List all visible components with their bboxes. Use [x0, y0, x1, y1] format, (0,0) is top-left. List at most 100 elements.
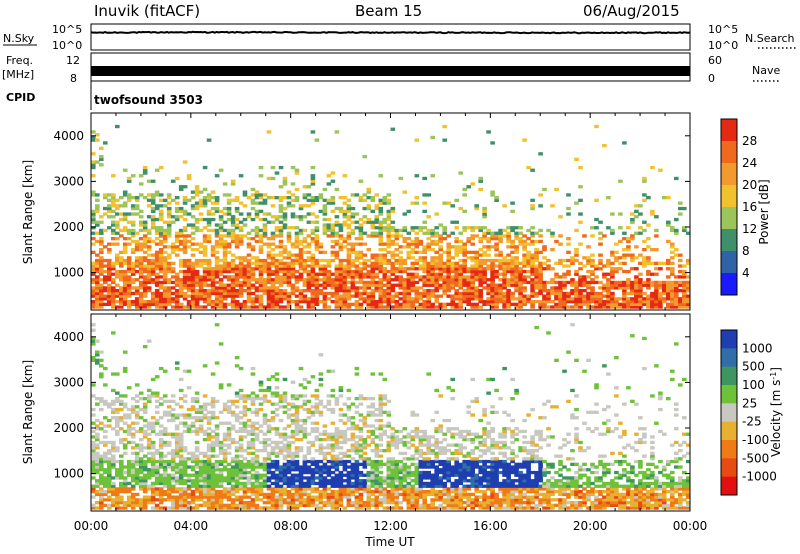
heatmap-cell [386, 250, 392, 254]
heatmap-cell [442, 201, 447, 205]
heatmap-cell [306, 220, 312, 224]
heatmap-cell [346, 248, 352, 252]
heatmap-cell [290, 291, 296, 296]
heatmap-cell [370, 256, 376, 260]
heatmap-cell [374, 261, 380, 265]
heatmap-cell [622, 283, 627, 287]
heatmap-cell [610, 305, 615, 309]
heatmap-cell [119, 481, 124, 486]
heatmap-cell [406, 267, 412, 271]
heatmap-cell [95, 223, 100, 227]
heatmap-cell [630, 297, 635, 301]
heatmap-cell [302, 394, 308, 398]
heatmap-cell [430, 278, 435, 282]
heatmap-cell [382, 289, 388, 293]
heatmap-cell [254, 435, 260, 439]
heatmap-cell [538, 152, 543, 156]
heatmap-cell [142, 424, 148, 428]
heatmap-cell [282, 457, 288, 461]
heatmap-cell [222, 242, 228, 246]
heatmap-cell [518, 269, 523, 274]
heatmap-cell [107, 242, 112, 246]
heatmap-cell [254, 495, 260, 499]
heatmap-cell [130, 248, 136, 252]
heatmap-cell [162, 429, 168, 434]
heatmap-cell [474, 286, 479, 290]
heatmap-cell [310, 413, 316, 417]
heatmap-cell [91, 465, 96, 469]
heatmap-cell [486, 300, 491, 304]
heatmap-cell [122, 416, 128, 420]
heatmap-cell [514, 256, 519, 260]
heatmap-cell [206, 228, 212, 233]
heatmap-cell [274, 462, 280, 466]
heatmap-cell [374, 231, 380, 235]
heatmap-cell [478, 226, 483, 230]
heatmap-cell [115, 124, 120, 129]
heatmap-cell [107, 479, 112, 483]
heatmap-cell [202, 429, 208, 434]
heatmap-cell [406, 280, 412, 285]
heatmap-cell [370, 272, 376, 276]
heatmap-cell [614, 250, 619, 254]
heatmap-cell [142, 435, 148, 439]
heatmap-cell [130, 432, 136, 436]
heatmap-cell [622, 248, 627, 252]
heatmap-cell [458, 302, 463, 306]
heatmap-cell [278, 394, 284, 398]
heatmap-cell [202, 451, 208, 455]
heatmap-cell [154, 410, 160, 414]
freq-label-top: Freq. [6, 54, 33, 67]
heatmap-cell [178, 258, 184, 263]
heatmap-cell [566, 269, 571, 274]
heatmap-cell [290, 253, 296, 257]
heatmap-cell [115, 258, 120, 263]
heatmap-cell [530, 239, 535, 244]
heatmap-cell [558, 300, 563, 304]
heatmap-cell [262, 397, 268, 401]
heatmap-cell [238, 220, 244, 224]
heatmap-cell [274, 275, 280, 279]
heatmap-cell [342, 294, 348, 298]
heatmap-cell [486, 302, 491, 306]
heatmap-cell [574, 253, 579, 257]
heatmap-cell [238, 484, 244, 488]
heatmap-cell [182, 462, 188, 466]
heatmap-cell [242, 465, 248, 469]
heatmap-cell [294, 479, 300, 483]
heatmap-cell [310, 179, 316, 183]
heatmap-cell [122, 248, 128, 252]
heatmap-cell [103, 451, 108, 455]
heatmap-cell [194, 490, 200, 494]
heatmap-cell [270, 418, 276, 423]
heatmap-cell [374, 217, 380, 222]
heatmap-cell [306, 503, 312, 507]
heatmap-cell [262, 421, 268, 425]
heatmap-cell [214, 473, 220, 477]
heatmap-cell [374, 234, 380, 238]
heatmap-cell [178, 465, 184, 469]
station-title: Inuvik (fitACF) [94, 2, 200, 20]
heatmap-cell [662, 280, 667, 285]
heatmap-cell [274, 278, 280, 282]
heatmap-cell [682, 289, 687, 293]
heatmap-cell [294, 451, 300, 455]
heatmap-cell [270, 215, 276, 219]
heatmap-cell [154, 405, 160, 409]
heatmap-cell [103, 297, 108, 301]
heatmap-cell [414, 300, 420, 304]
heatmap-cell [107, 402, 112, 406]
heatmap-cell [538, 302, 543, 306]
heatmap-cell [322, 294, 328, 298]
heatmap-cell [154, 302, 160, 306]
heatmap-cell [602, 264, 607, 268]
heatmap-cell [99, 242, 104, 246]
heatmap-cell [130, 250, 136, 254]
heatmap-cell [198, 264, 204, 268]
heatmap-cell [210, 253, 216, 257]
heatmap-cell [306, 492, 312, 497]
heatmap-cell [346, 234, 352, 238]
heatmap-cell [626, 300, 631, 304]
heatmap-cell [230, 217, 236, 222]
noise-right-tick-bottom: 10^0 [708, 39, 738, 52]
